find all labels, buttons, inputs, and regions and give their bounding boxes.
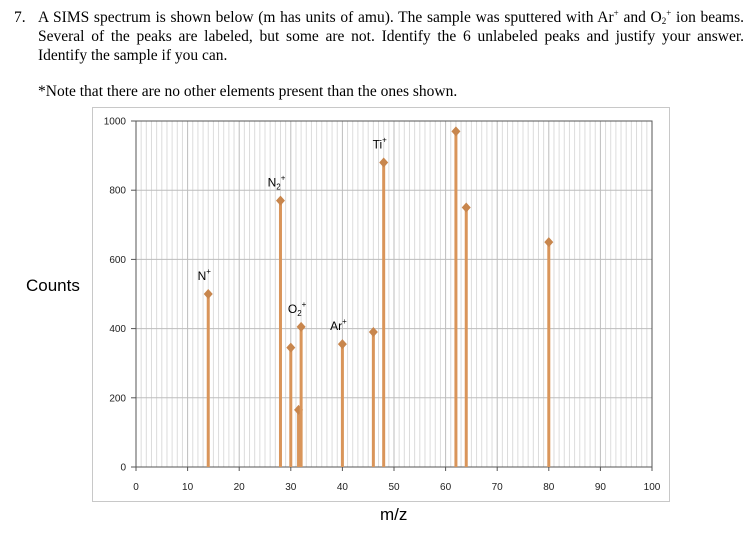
peak-marker xyxy=(451,126,461,137)
y-tick-label: 600 xyxy=(109,255,126,266)
peak-marker xyxy=(368,327,378,338)
x-tick-label: 100 xyxy=(644,482,661,493)
question-text: 7. A SIMS spectrum is shown below (m has… xyxy=(14,8,744,65)
x-tick-label: 80 xyxy=(543,482,555,493)
x-tick-label: 60 xyxy=(440,482,452,493)
peak-label: Ar+ xyxy=(330,317,347,333)
peak: Ar+ xyxy=(330,317,347,467)
question-body: A SIMS spectrum is shown below (m has un… xyxy=(38,8,745,65)
peak-label: O2+ xyxy=(288,300,307,318)
peak: N+ xyxy=(198,267,213,467)
peak xyxy=(286,342,296,467)
peak-marker xyxy=(461,202,471,213)
chart-frame xyxy=(92,107,670,502)
x-tick-label: 50 xyxy=(388,482,400,493)
peak xyxy=(544,237,554,467)
x-tick-label: 70 xyxy=(492,482,504,493)
peak xyxy=(461,202,471,467)
peak xyxy=(451,126,461,467)
peak-marker xyxy=(275,195,285,206)
peak-label: Ti+ xyxy=(373,136,388,152)
peak-marker xyxy=(337,339,347,350)
peak-marker xyxy=(286,342,296,353)
y-tick-label: 1000 xyxy=(104,117,127,128)
peak: Ti+ xyxy=(373,136,389,467)
x-axis-label: m/z xyxy=(380,505,408,524)
peak xyxy=(368,327,378,467)
peak-marker xyxy=(544,237,554,248)
x-tick-label: 0 xyxy=(133,482,139,493)
y-tick-label: 200 xyxy=(109,393,126,404)
x-tick-label: 30 xyxy=(285,482,297,493)
x-tick-label: 10 xyxy=(182,482,194,493)
peak-label: N2+ xyxy=(268,174,286,192)
x-tick-label: 40 xyxy=(337,482,349,493)
peak-label: N+ xyxy=(198,267,212,283)
y-tick-label: 0 xyxy=(120,463,126,474)
peak-marker xyxy=(379,157,389,168)
peak-marker xyxy=(203,289,213,299)
y-tick-label: 400 xyxy=(109,324,126,335)
peak-marker xyxy=(296,321,306,332)
y-axis-label: Counts xyxy=(26,276,80,295)
peak: N2+ xyxy=(268,174,286,467)
y-tick-label: 800 xyxy=(109,186,126,197)
x-tick-label: 90 xyxy=(595,482,607,493)
question-number: 7. xyxy=(14,9,26,26)
x-tick-label: 20 xyxy=(234,482,246,493)
peak: O2+ xyxy=(288,300,307,467)
note-text: *Note that there are no other elements p… xyxy=(38,83,458,100)
